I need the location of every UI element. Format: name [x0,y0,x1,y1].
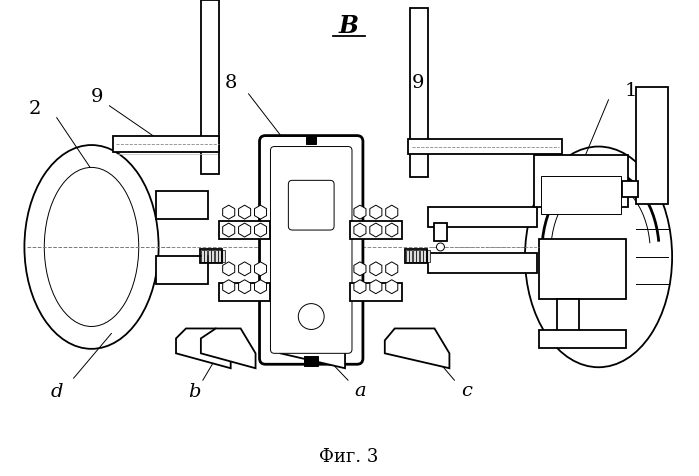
Bar [219,222,271,239]
Text: c: c [461,381,472,399]
Polygon shape [201,329,256,368]
Text: В: В [339,14,359,38]
Bar [222,250,225,262]
Bar [419,250,423,262]
Bar [541,177,621,215]
Circle shape [298,304,324,330]
Bar [204,250,208,262]
Polygon shape [176,329,231,368]
Bar [416,250,419,262]
Bar [557,299,579,344]
Bar [350,283,402,301]
Bar [412,250,416,262]
Bar [200,249,222,263]
Bar [215,250,218,262]
Bar [156,192,208,219]
Bar [539,239,626,299]
Polygon shape [384,329,449,368]
Bar [534,156,628,208]
Bar [405,249,426,263]
FancyBboxPatch shape [289,181,334,230]
Bar [218,250,222,262]
Bar [113,136,219,152]
Ellipse shape [24,146,159,349]
Bar [208,250,211,262]
Text: d: d [50,382,63,400]
Text: a: a [354,381,366,399]
Bar [306,135,316,144]
Text: b: b [187,382,200,400]
Bar [428,253,537,273]
Text: 1: 1 [624,82,637,99]
Bar [201,1,219,175]
Text: Фиг. 3: Фиг. 3 [319,447,379,465]
Circle shape [436,243,445,251]
Bar [426,250,429,262]
Bar [410,10,428,178]
Bar [156,257,208,284]
Bar [408,139,562,155]
Bar [405,250,409,262]
Text: 2: 2 [29,99,41,118]
Bar [409,250,412,262]
Bar [350,222,402,239]
Bar [201,250,204,262]
Polygon shape [280,329,345,368]
Bar [539,331,626,348]
Ellipse shape [44,168,138,327]
Ellipse shape [525,147,672,367]
Text: 9: 9 [411,74,424,92]
Bar [219,283,271,301]
FancyBboxPatch shape [271,147,352,354]
Bar [636,88,668,205]
Text: 8: 8 [224,74,237,92]
Bar [428,208,537,228]
Bar [433,224,447,241]
Bar [211,250,215,262]
Text: 9: 9 [92,88,103,106]
FancyBboxPatch shape [259,136,363,365]
Bar [423,250,426,262]
Bar [304,357,318,367]
Bar [622,182,638,198]
